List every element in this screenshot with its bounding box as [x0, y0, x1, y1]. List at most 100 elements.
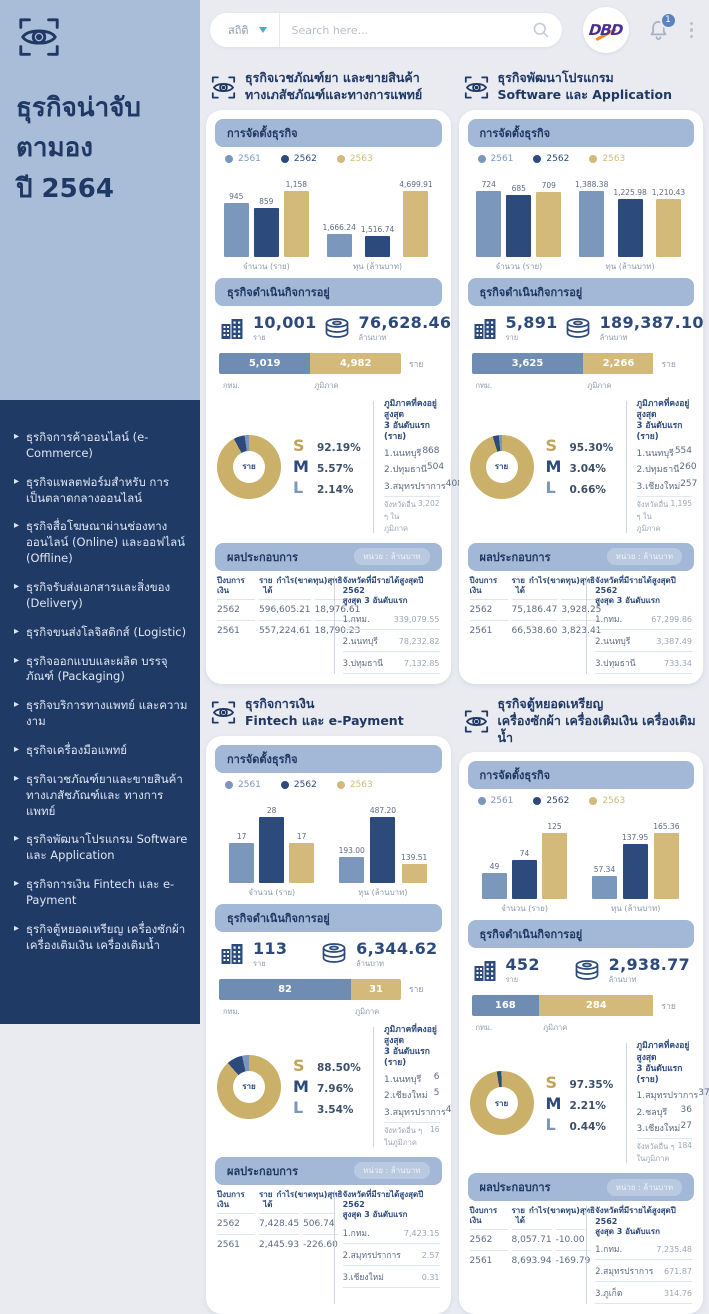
top-income-header: จังหวัดที่มีรายได้สูงสุดปี 2562 สูงสุด 3…	[595, 1206, 692, 1237]
panel-title-line: เครื่องซักผ้า เครื่องเติมเงิน เครื่องเติ…	[498, 713, 702, 747]
panel-title: ธุรกิจตู้หยอดเหรียญ เครื่องซักผ้า เครื่อ…	[498, 696, 702, 747]
sidebar-item-ecommerce[interactable]: ธุรกิจการค้าออนไลน์ (e-Commerce)	[14, 430, 188, 462]
cell-profit: -10.00	[556, 1229, 585, 1250]
bar-rect	[654, 833, 679, 899]
performance-section-header: ผลประกอบการ หน่วย : ล้านบาท	[215, 1157, 442, 1185]
region-label: ภูมิภาค	[543, 1022, 567, 1034]
sidebar-item-pharma[interactable]: ธุรกิจเวชภัณฑ์ยาและขายสินค้า ทางเภสัชภัณ…	[14, 772, 188, 820]
panel-title: ธุรกิจการเงิน Fintech และ e-Payment	[245, 696, 404, 730]
legend-item-2561: 2561	[478, 796, 514, 806]
cell-revenue: 557,224.61	[259, 620, 311, 641]
search-icon[interactable]	[532, 21, 550, 39]
more-menu-button[interactable]	[686, 18, 698, 43]
operating-section-label: ธุรกิจดำเนินกิจการอยู่	[227, 909, 330, 927]
page-title-line: ตามอง	[16, 128, 184, 168]
capital-axis-label: ทุน (ล้านบาท)	[353, 260, 402, 273]
sidebar-item-medical-devices[interactable]: ธุรกิจเครื่องมือแพทย์	[14, 743, 188, 759]
sidebar-item-packaging[interactable]: ธุรกิจออกแบบและผลิต บรรจุภัณฑ์ (Packagin…	[14, 654, 188, 686]
legend-year-label: 2563	[350, 780, 373, 790]
top-income-header-line: จังหวัดที่มีรายได้สูงสุดปี 2562	[343, 576, 440, 597]
search-input[interactable]	[280, 24, 532, 37]
income-value: 339,079.55	[394, 615, 440, 624]
sidebar-item-fintech[interactable]: ธุรกิจการเงิน Fintech และ e-Payment	[14, 877, 188, 909]
table-row: 2562 7,428.45 506.74	[217, 1213, 326, 1234]
size-l-value: 0.44%	[570, 1121, 606, 1133]
page-title-line: ธุรกิจน่าจับ	[16, 88, 184, 128]
region-name: 3.เชียงใหม่	[637, 1121, 681, 1135]
performance-table: ปีงบการเงิน รายได้ กำไร(ขาดทุน)สุทธิ 256…	[217, 1190, 326, 1305]
stacked-bar-labels: กทม. ภูมิภาค	[472, 1022, 654, 1033]
region-row: 1.นนทบุรี6	[384, 1072, 440, 1086]
top-regions-header: ภูมิภาคที่คงอยู่สูงสุด 3 อันดับแรก (ราย)	[637, 399, 693, 443]
legend-year-label: 2562	[294, 780, 317, 790]
stacked-bar: 5,019 4,982	[219, 353, 401, 374]
top-regions-list: ภูมิภาคที่คงอยู่สูงสุด 3 อันดับแรก (ราย)…	[637, 399, 693, 535]
region-name: 1.นนทบุรี	[384, 446, 421, 460]
bar-value-label: 28	[267, 806, 277, 815]
establish-section-header: การจัดตั้งธุรกิจ	[215, 119, 442, 147]
bar-rect	[370, 817, 395, 883]
count-axis-label: จำนวน (ราย)	[495, 260, 542, 273]
bar-value-label: 17	[237, 832, 247, 841]
sidebar-item-software[interactable]: ธุรกิจพัฒนาโปรแกรม Software และ Applicat…	[14, 832, 188, 864]
sidebar-item-platform[interactable]: ธุรกิจแพลตฟอร์มสำหรับ การเป็นตลาดกลางออน…	[14, 475, 188, 507]
sidebar-item-medical-beauty[interactable]: ธุรกิจบริการทางแพทย์ และความงาม	[14, 698, 188, 730]
size-l-letter: L	[293, 1098, 308, 1117]
operating-stats: 5,891 ราย 189,387.10	[468, 311, 695, 346]
establish-section-header: การจัดตั้งธุรกิจ	[468, 761, 695, 789]
count-axis-label: จำนวน (ราย)	[243, 260, 290, 273]
bar-rect	[579, 191, 604, 257]
operating-section-header: ธุรกิจดำเนินกิจการอยู่	[215, 278, 442, 306]
sidebar-item-coin-machine[interactable]: ธุรกิจตู้หยอดเหรียญ เครื่องซักผ้า เครื่อ…	[14, 922, 188, 954]
region-row: 1.นนทบุรี868	[384, 446, 440, 460]
operating-capital-value: 2,938.77	[609, 955, 690, 974]
dbd-logo[interactable]: DBD	[583, 7, 629, 53]
size-m-value: 2.21%	[570, 1100, 606, 1112]
bar-value-label: 125	[547, 822, 561, 831]
table-row: 2561 8,693.94 -169.79	[470, 1250, 579, 1271]
establish-section-label: การจัดตั้งธุรกิจ	[480, 124, 551, 142]
year-legend: 2561 2562 2563	[215, 778, 442, 790]
sidebar-item-delivery[interactable]: ธุรกิจรับส่งเอกสารและสิ่งของ (Delivery)	[14, 580, 188, 612]
bar-value-label: 1,158	[286, 180, 307, 189]
bar-rect	[229, 843, 254, 883]
table-row: 2562 596,605.21 18,976.61	[217, 599, 326, 620]
sidebar: ธุรกิจน่าจับ ตามอง ปี 2564 ธุรกิจการค้าอ…	[0, 0, 200, 1024]
legend-year-label: 2562	[546, 796, 569, 806]
category-dropdown[interactable]: สถิติ	[210, 13, 280, 47]
bar-value-label: 137.95	[622, 833, 648, 842]
stacked-segment-region: 284	[539, 995, 653, 1016]
table-row: 2562 8,057.71 -10.00	[470, 1229, 579, 1250]
table-row: 2561 557,224.61 18,790.23	[217, 620, 326, 641]
region-name: 3.สมุทรปราการ	[384, 479, 446, 493]
category-dropdown-label: สถิติ	[228, 21, 249, 39]
notifications-button[interactable]: 1	[647, 19, 670, 42]
bar-rect	[542, 833, 567, 899]
bar-rect	[254, 208, 279, 257]
sidebar-header: ธุรกิจน่าจับ ตามอง ปี 2564	[0, 0, 200, 400]
sidebar-item-logistic[interactable]: ธุรกิจขนส่งโลจิสติกส์ (Logistic)	[14, 625, 188, 641]
establish-section-header: การจัดตั้งธุรกิจ	[468, 119, 695, 147]
bar-value-label: 724	[482, 180, 496, 189]
performance-table-head: ปีงบการเงิน รายได้ กำไร(ขาดทุน)สุทธิ	[470, 576, 579, 599]
panel-title: ธุรกิจพัฒนาโปรแกรม Software และ Applicat…	[498, 70, 673, 104]
bar-value-label: 4,699.91	[399, 180, 432, 189]
sidebar-item-advertising[interactable]: ธุรกิจสื่อโฆษณาผ่านช่องทาง ออนไลน์ (Onli…	[14, 519, 188, 567]
panel-title-line: Fintech และ e-Payment	[245, 713, 404, 730]
bar: 28	[259, 806, 284, 883]
panel-title: ธุรกิจเวชภัณฑ์ยา และขายสินค้า ทางเภสัชภั…	[245, 70, 422, 104]
operating-capital-value: 76,628.46	[359, 313, 452, 332]
operating-count-unit: ราย	[253, 958, 287, 970]
bar-value-label: 1,210.43	[652, 188, 685, 197]
legend-item-2563: 2563	[589, 796, 625, 806]
